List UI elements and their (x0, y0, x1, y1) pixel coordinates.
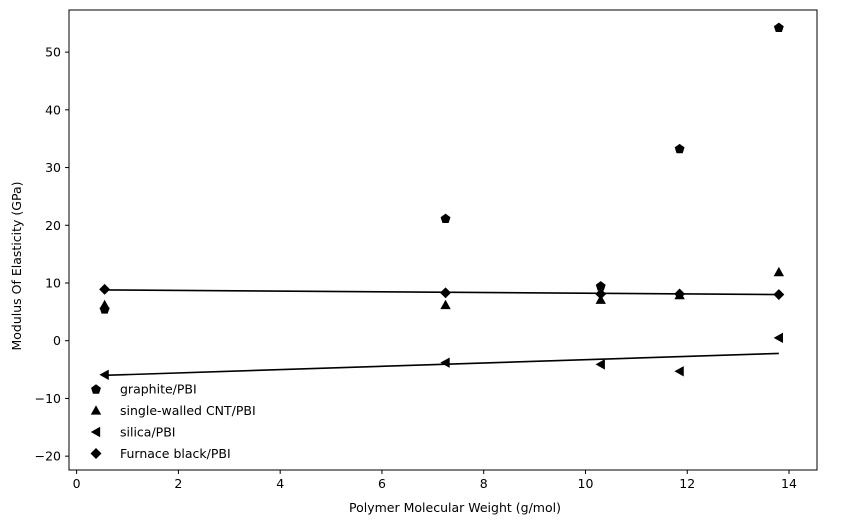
legend: graphite/PBI single-walled CNT/PBI silica/… (90, 382, 256, 461)
y-tick-label: −20 (35, 449, 61, 464)
legend-label: graphite/PBI (120, 382, 197, 397)
x-tick-label: 8 (480, 476, 488, 491)
y-tick-label: 0 (53, 333, 61, 348)
data-point (595, 288, 607, 300)
x-tick-label: 14 (781, 476, 797, 491)
data-marks (99, 22, 785, 380)
data-point (773, 332, 783, 344)
data-point (99, 299, 110, 310)
legend-label: single-walled CNT/PBI (120, 403, 256, 418)
x-tick-label: 4 (276, 476, 284, 491)
y-tick-label: 10 (45, 275, 61, 290)
data-point (773, 22, 784, 33)
y-tick-label: 20 (45, 218, 61, 233)
y-tick-label: −10 (35, 391, 61, 406)
x-axis-label: Polymer Molecular Weight (g/mol) (349, 500, 561, 515)
data-point (440, 357, 450, 368)
x-tick-label: 2 (174, 476, 182, 491)
plot-frame (68, 9, 818, 471)
legend-marker (91, 384, 101, 394)
legend-marker (90, 405, 102, 415)
data-point (674, 366, 684, 377)
data-point (595, 281, 606, 291)
legend-label: silica/PBI (120, 425, 175, 440)
data-point (674, 288, 686, 300)
data-point (99, 283, 111, 295)
legend-marker (90, 448, 102, 459)
data-point (99, 369, 109, 380)
data-point (440, 213, 451, 224)
data-point (440, 287, 451, 299)
plot-area (68, 9, 818, 471)
x-tick-label: 10 (578, 476, 594, 491)
data-point (674, 143, 685, 154)
data-point (595, 359, 605, 370)
trend-line (104, 352, 779, 377)
data-point (440, 299, 451, 310)
legend-label: Furnace black/PBI (120, 446, 231, 461)
data-point (773, 266, 785, 277)
x-tick-label: 6 (378, 476, 386, 491)
legend-marker (90, 426, 101, 438)
x-tick-label: 0 (73, 476, 81, 491)
data-point (773, 289, 785, 300)
y-tick-label: 50 (45, 45, 61, 60)
y-tick-label: 40 (45, 102, 61, 117)
y-tick-label: 30 (45, 160, 61, 175)
x-tick-label: 12 (679, 476, 695, 491)
y-axis-label: Modulus Of Elasticity (GPa) (9, 182, 24, 351)
axis-ticks: 0 2 4 6 8 10 12 14 −20 −10 0 10 20 30 40 50 (35, 45, 797, 491)
